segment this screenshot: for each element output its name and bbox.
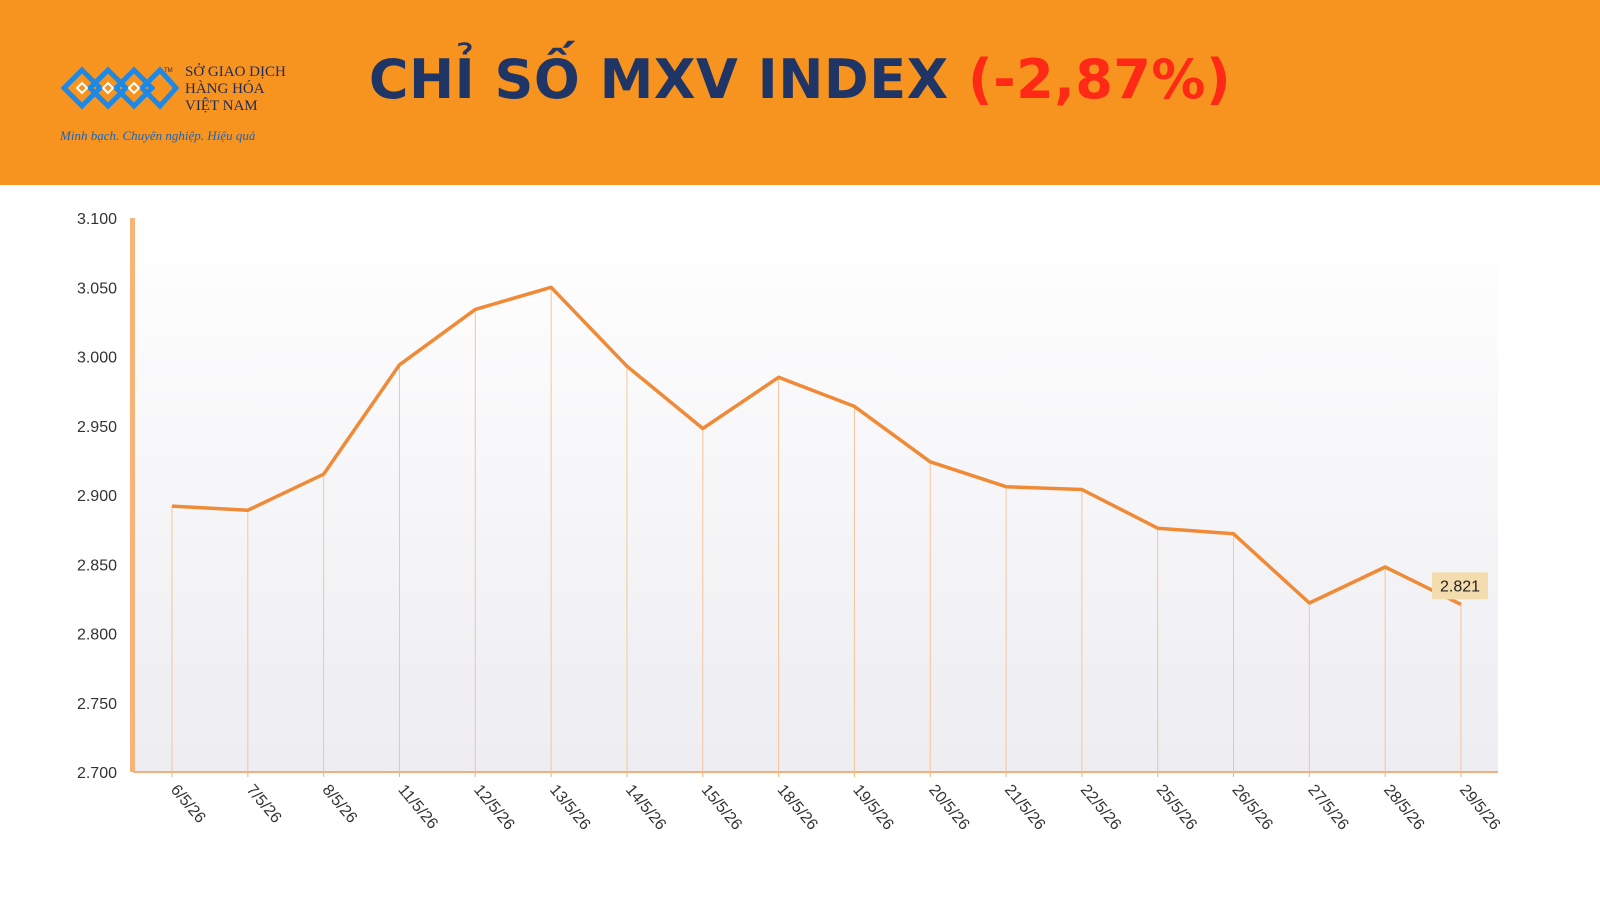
x-tick-label: 14/5/26 (622, 782, 669, 834)
x-tick-label: 19/5/26 (849, 782, 896, 834)
x-tick-label: 28/5/26 (1380, 782, 1427, 834)
x-tick-label: 20/5/26 (925, 782, 972, 834)
x-tick-label: 27/5/26 (1304, 782, 1351, 834)
y-tick-label: 2.950 (77, 419, 117, 436)
y-tick-label: 2.900 (77, 488, 117, 505)
logo-tm: TM (164, 68, 173, 74)
header-banner: TM SỞ GIAO DỊCH HÀNG HÓA VIỆT NAM Minh b… (0, 0, 1600, 185)
last-value-label-text: 2.821 (1440, 578, 1480, 595)
x-tick-label: 25/5/26 (1153, 782, 1200, 834)
y-tick-label: 2.850 (77, 557, 117, 574)
x-tick-label: 11/5/26 (394, 782, 441, 833)
y-tick-label: 3.050 (77, 280, 117, 297)
y-tick-label: 3.100 (77, 211, 117, 228)
x-axis-ticks: 6/5/26 7/5/26 8/5/26 11/5/26 12/5/26 13/5/26 1… (167, 772, 1503, 834)
y-tick-label: 2.700 (77, 765, 117, 782)
x-tick-label: 29/5/26 (1456, 782, 1503, 834)
y-tick-label: 2.800 (77, 627, 117, 644)
logo-text: SỞ GIAO DỊCH HÀNG HÓA VIỆT NAM (185, 64, 286, 115)
last-value-label: 2.821 (1432, 572, 1488, 600)
logo-line-3: VIỆT NAM (185, 98, 258, 114)
logo-slogan: Minh bạch. Chuyên nghiệp. Hiệu quả (60, 128, 256, 143)
y-tick-label: 3.000 (77, 350, 117, 367)
x-tick-label: 13/5/26 (546, 782, 593, 834)
x-tick-label: 18/5/26 (774, 782, 821, 834)
x-tick-label: 12/5/26 (470, 782, 517, 834)
chart-area: 2.700 2.750 2.800 2.850 2.900 2.950 3.000 3.050… (0, 185, 1600, 900)
x-tick-label: 15/5/26 (698, 782, 745, 834)
y-axis-line (130, 218, 135, 772)
logo-line-2: HÀNG HÓA (185, 81, 265, 97)
title-change-percent: (-2,87%) (968, 48, 1232, 111)
page-title: CHỈ SỐ MXV INDEX (-2,87%) (0, 48, 1600, 111)
y-tick-label: 2.750 (77, 696, 117, 713)
x-tick-label: 8/5/26 (319, 782, 361, 827)
x-tick-label: 6/5/26 (167, 782, 209, 827)
y-axis-ticks: 2.700 2.750 2.800 2.850 2.900 2.950 3.000 3.050… (77, 211, 117, 782)
plot-background (133, 218, 1498, 772)
line-chart: 2.700 2.750 2.800 2.850 2.900 2.950 3.000 3.050… (77, 211, 1503, 834)
logo-mark-icon: TM (60, 66, 180, 110)
drop-lines (171, 287, 1462, 772)
x-tick-label: 21/5/26 (1001, 782, 1048, 834)
logo-line-1: SỞ GIAO DỊCH (185, 64, 286, 80)
last-value-label-bg (1432, 572, 1488, 600)
series-line (171, 285, 1462, 606)
title-text: CHỈ SỐ MXV INDEX (368, 48, 949, 111)
exchange-logo: TM SỞ GIAO DỊCH HÀNG HÓA VIỆT NAM Minh b… (60, 58, 310, 148)
x-tick-label: 26/5/26 (1228, 782, 1275, 834)
x-tick-label: 7/5/26 (243, 782, 285, 827)
x-tick-label: 22/5/26 (1077, 782, 1124, 834)
